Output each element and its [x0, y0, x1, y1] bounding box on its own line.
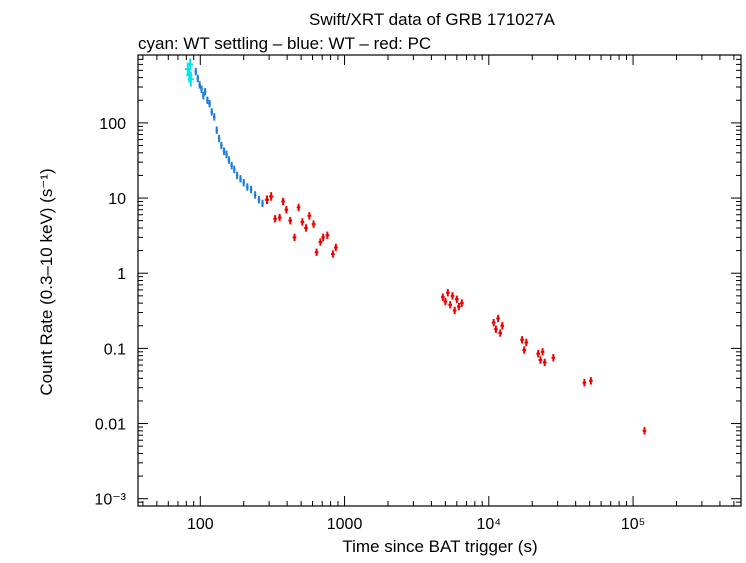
x-tick-label: 10⁵ [621, 516, 645, 533]
data-point [454, 295, 459, 303]
data-point [230, 161, 233, 170]
data-point [333, 243, 338, 252]
data-point [215, 126, 218, 134]
data-point [200, 85, 203, 93]
data-point [225, 150, 228, 159]
data-point [233, 165, 236, 174]
data-point [187, 72, 194, 87]
data-point [292, 233, 297, 242]
data-point [524, 338, 529, 347]
data-point [202, 91, 205, 100]
data-point [452, 306, 457, 315]
data-point [213, 113, 216, 121]
data-point [273, 215, 277, 223]
data-point [642, 427, 647, 435]
y-tick-label: 100 [99, 116, 126, 133]
data-point [494, 325, 498, 333]
data-point [304, 224, 308, 232]
data-point [538, 356, 543, 364]
data-point [249, 185, 253, 194]
data-point [520, 336, 524, 344]
data-point [220, 141, 223, 150]
data-point [206, 96, 209, 104]
data-point [264, 195, 270, 205]
series-wt-settling [184, 58, 194, 87]
data-point [222, 147, 226, 155]
data-point [208, 99, 211, 108]
data-point [284, 205, 289, 214]
data-point [450, 292, 455, 300]
data-point [187, 58, 194, 71]
data-point [589, 377, 593, 385]
data-point [314, 248, 319, 256]
data-point [235, 171, 239, 180]
y-tick-label: 0.1 [104, 341, 126, 358]
data-point [296, 203, 301, 212]
y-tick-label: 1 [117, 266, 126, 283]
data-point [459, 299, 464, 307]
data-point [300, 218, 305, 226]
data-point [440, 293, 445, 301]
data-point [582, 378, 587, 387]
data-point [227, 156, 231, 164]
data-point [307, 212, 312, 220]
series-pc [264, 192, 647, 435]
data-point [522, 346, 527, 354]
y-tick-label: 10 [108, 191, 126, 208]
data-point [253, 191, 257, 199]
data-point [542, 358, 547, 367]
y-axis-label: Count Rate (0.3–10 keV) (s⁻¹) [37, 168, 56, 395]
data-point [325, 231, 330, 239]
y-tick-label: 10⁻³ [94, 492, 126, 509]
data-series-layer [184, 58, 647, 435]
data-point [311, 220, 316, 228]
data-point [261, 199, 264, 208]
data-point [318, 238, 323, 246]
data-point [281, 197, 285, 206]
x-tick-label: 100 [187, 516, 214, 533]
x-tick-label: 1000 [327, 516, 363, 533]
data-point [321, 233, 325, 242]
data-point [242, 179, 245, 187]
data-point [500, 322, 505, 330]
x-axis: 100 1000 10⁴ 10⁵ [142, 55, 735, 533]
data-point [491, 318, 496, 327]
series-wt [194, 67, 264, 208]
data-point [498, 329, 503, 337]
y-tick-label: 0.01 [95, 417, 126, 434]
data-point [445, 289, 450, 297]
data-point [217, 134, 221, 143]
data-point [246, 183, 249, 191]
chart-title: Swift/XRT data of GRB 171027A [309, 10, 556, 29]
data-point [448, 301, 453, 309]
data-point [496, 314, 500, 323]
data-point [196, 74, 199, 83]
x-tick-label: 10⁴ [476, 516, 501, 533]
data-point [198, 81, 201, 89]
data-point [194, 67, 197, 76]
data-point [277, 213, 282, 222]
data-point [269, 192, 274, 201]
x-axis-label: Time since BAT trigger (s) [342, 537, 537, 556]
plot-frame [137, 54, 742, 507]
data-point [551, 354, 556, 362]
data-point [331, 250, 335, 258]
data-point [203, 87, 207, 96]
data-point [210, 108, 213, 116]
data-point [257, 196, 261, 204]
data-point [536, 349, 541, 358]
data-point [239, 175, 242, 183]
data-point [540, 348, 545, 356]
data-point [288, 216, 293, 225]
data-point [443, 297, 448, 306]
y-axis: 100 10 1 0.1 0.01 10⁻³ [94, 54, 741, 509]
data-point [457, 302, 461, 311]
chart-subtitle: cyan: WT settling – blue: WT – red: PC [138, 34, 431, 53]
